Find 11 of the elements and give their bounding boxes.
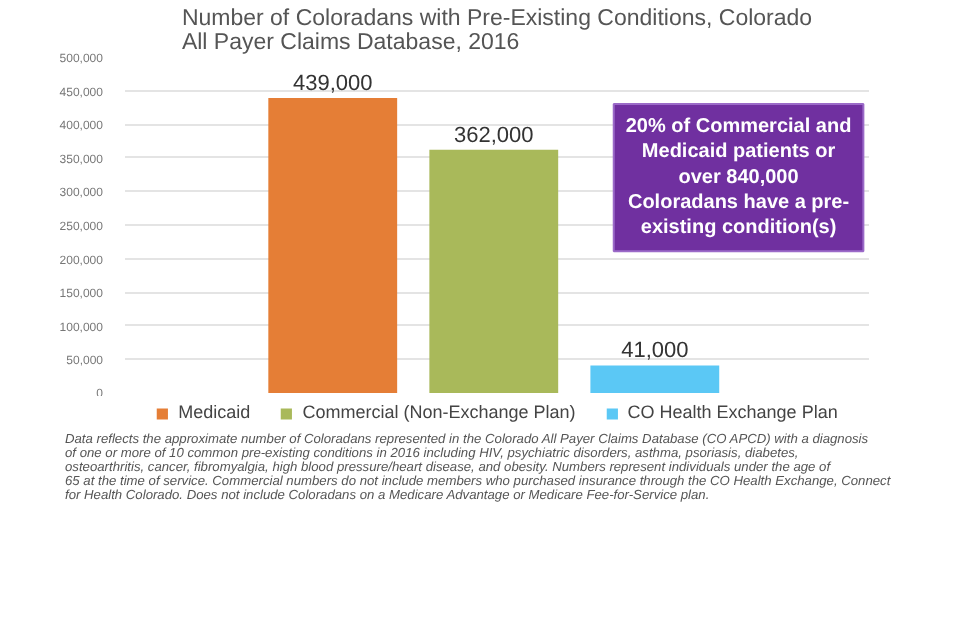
legend-label: Medicaid — [178, 402, 251, 422]
bar — [268, 97, 398, 393]
annotation: 20% of Commercial and Medicaid patients or over 840,000 Coloradans have a pre-existing condition(s) — [625, 116, 852, 240]
data-label: 41,000 — [621, 339, 689, 364]
legend-label: CO Health Exchange Plan — [627, 402, 838, 422]
data-label: 362,000 — [454, 123, 534, 148]
legend-label: Commercial (Non-Exchange Plan) — [302, 402, 576, 422]
bar — [590, 365, 720, 393]
chart-title: Number of Coloradans with Pre-Existing Conditions, Colorado All Payer Claims Database, 2016 — [181, 7, 813, 55]
bar — [429, 149, 559, 393]
data-label: 439,000 — [292, 71, 373, 96]
